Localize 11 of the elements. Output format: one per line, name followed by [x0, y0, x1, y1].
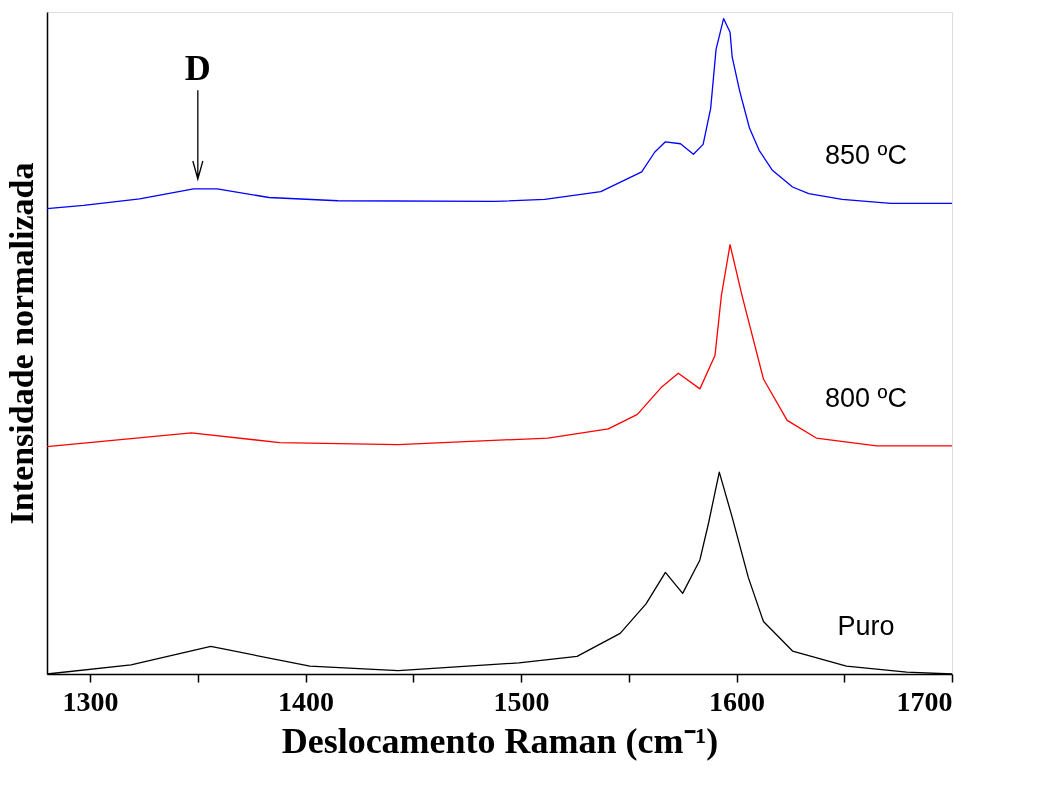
x-tick-label: 1700: [896, 685, 953, 717]
x-tick-label: 1500: [493, 685, 550, 717]
x-tick-label: 1400: [278, 685, 335, 717]
x-axis-title: Deslocamento Raman (cm⁻¹): [281, 720, 719, 761]
annotation: D: [184, 48, 211, 89]
x-tick-label: 1300: [62, 685, 119, 717]
x-tick-label: 1600: [709, 685, 766, 717]
series-label: 800 ºC: [825, 382, 907, 413]
series-label: 850 ºC: [825, 140, 907, 171]
series-label: Puro: [837, 610, 895, 641]
y-axis-title: Intensidade normalizada: [2, 162, 40, 525]
